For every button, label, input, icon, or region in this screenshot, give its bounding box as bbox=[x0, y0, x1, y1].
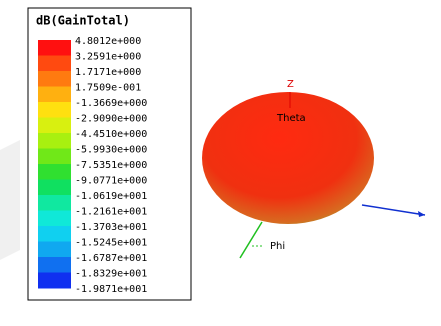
legend-label: -1.2161e+001 bbox=[75, 207, 147, 218]
legend-swatch bbox=[38, 242, 71, 258]
legend-label: -5.9930e+000 bbox=[75, 145, 147, 156]
radiation-pattern bbox=[202, 92, 374, 224]
legend-label: -2.9090e+000 bbox=[75, 114, 147, 125]
phi-axis bbox=[240, 222, 262, 258]
legend-label: -1.3703e+001 bbox=[75, 222, 147, 233]
legend-swatch bbox=[38, 273, 71, 289]
legend-swatch bbox=[38, 211, 71, 227]
legend-swatch bbox=[38, 40, 71, 56]
legend-label: 4.8012e+000 bbox=[75, 36, 141, 47]
legend-label: -1.8329e+001 bbox=[75, 269, 147, 280]
theta-label: Theta bbox=[276, 113, 306, 124]
legend-label: 3.2591e+000 bbox=[75, 52, 141, 63]
legend-label: -7.5351e+000 bbox=[75, 160, 147, 171]
legend-swatch bbox=[38, 102, 71, 118]
legend-label: -9.0771e+000 bbox=[75, 176, 147, 187]
legend-label: -1.0619e+001 bbox=[75, 191, 147, 202]
legend-label: -1.5245e+001 bbox=[75, 238, 147, 249]
legend-swatch bbox=[38, 87, 71, 103]
x-axis bbox=[362, 205, 425, 215]
legend-title: dB(GainTotal) bbox=[36, 14, 130, 28]
z-axis-label: Z bbox=[287, 79, 294, 90]
legend-label: 1.7509e-001 bbox=[75, 83, 141, 94]
legend-swatch bbox=[38, 164, 71, 180]
legend-label: -1.9871e+001 bbox=[75, 284, 147, 295]
legend-swatch bbox=[38, 195, 71, 211]
legend-swatch bbox=[38, 180, 71, 196]
legend-swatch bbox=[38, 133, 71, 149]
background-shape bbox=[0, 140, 20, 260]
legend-label: -1.3669e+000 bbox=[75, 98, 147, 109]
legend-swatch bbox=[38, 226, 71, 242]
legend-swatch bbox=[38, 56, 71, 72]
legend-label: -1.6787e+001 bbox=[75, 253, 147, 264]
legend-swatch bbox=[38, 149, 71, 165]
screenshot: dB(GainTotal) 4.8012e+000 3.2591e+000 1.71… bbox=[0, 0, 441, 326]
legend-swatch bbox=[38, 118, 71, 134]
phi-label: Phi bbox=[270, 241, 285, 252]
legend-swatch bbox=[38, 71, 71, 87]
legend: 4.8012e+000 3.2591e+000 1.7171e+000 1.7509e… bbox=[38, 36, 147, 295]
x-axis-arrow bbox=[418, 211, 425, 217]
legend-label: -4.4510e+000 bbox=[75, 129, 147, 140]
legend-swatch bbox=[38, 257, 71, 273]
legend-label: 1.7171e+000 bbox=[75, 67, 141, 78]
